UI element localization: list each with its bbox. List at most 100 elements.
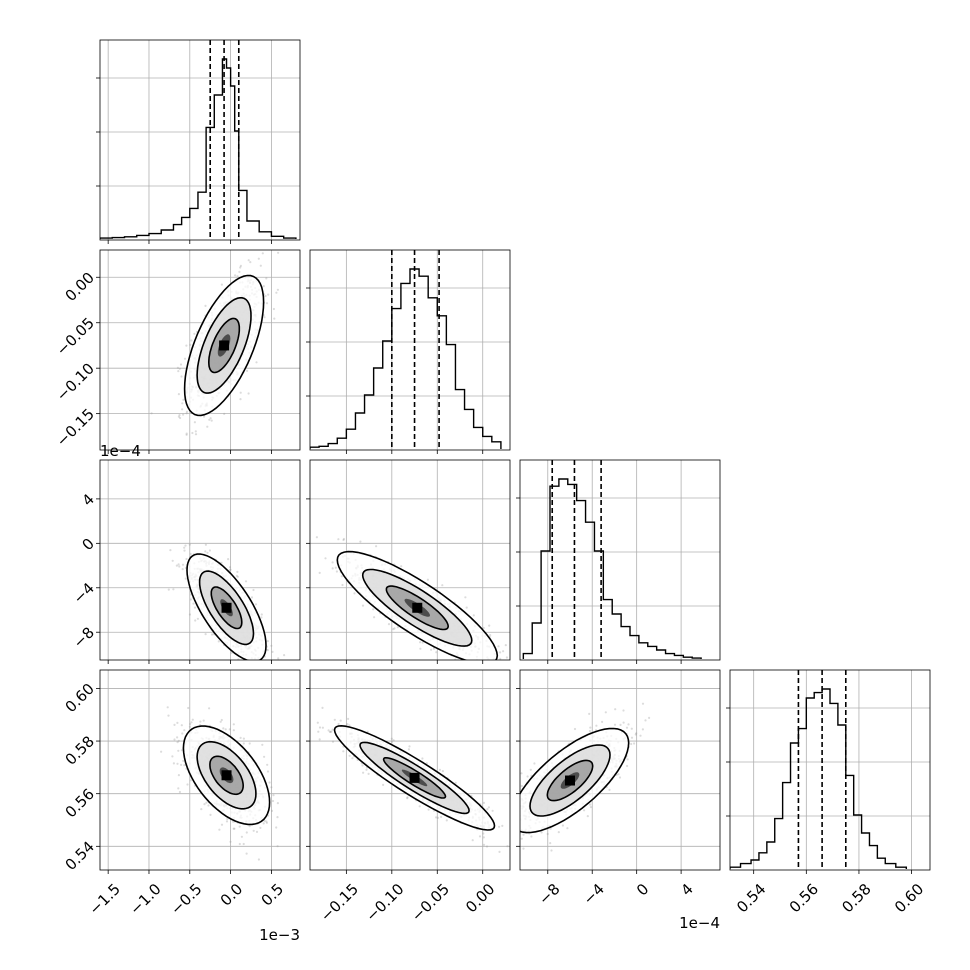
scatter-point: [589, 726, 592, 729]
scatter-point: [242, 742, 245, 745]
scatter-point: [194, 430, 197, 433]
panel-hist-1: [306, 249, 511, 454]
x-tick-label: −1.0: [126, 880, 164, 918]
scatter-point: [406, 796, 409, 799]
y-tick-label: 0.60: [62, 680, 98, 716]
pair-content: [315, 536, 508, 663]
scatter-point: [276, 288, 279, 291]
scatter-point: [618, 776, 622, 779]
scatter-point: [627, 723, 630, 726]
y-tick-label: 0: [79, 535, 98, 554]
scatter-point: [505, 656, 508, 659]
hist-content: [522, 460, 702, 660]
scatter-point: [172, 762, 175, 765]
scatter-point: [489, 661, 491, 663]
scatter-point: [273, 317, 276, 320]
scatter-point: [236, 575, 239, 578]
scatter-point: [210, 633, 214, 636]
scatter-point: [498, 825, 501, 828]
scatter-point: [176, 741, 179, 744]
scatter-point: [400, 565, 403, 568]
scatter-point: [392, 628, 395, 631]
scatter-point: [302, 708, 304, 710]
scatter-point: [435, 816, 438, 819]
scatter-point: [176, 736, 179, 739]
scatter-point: [330, 730, 333, 733]
hist-content: [730, 670, 908, 870]
scatter-point: [184, 544, 187, 547]
scatter-point: [177, 563, 180, 566]
scatter-point: [346, 723, 349, 726]
scatter-point: [393, 627, 396, 630]
scatter-point: [214, 451, 216, 453]
scatter-point: [353, 592, 356, 595]
scatter-point: [510, 799, 512, 801]
scatter-point: [181, 732, 184, 735]
scatter-point: [373, 616, 376, 619]
scatter-point: [242, 662, 244, 664]
scatter-point: [188, 613, 191, 616]
x-tick-label: −1.5: [85, 880, 123, 918]
scatter-point: [390, 740, 394, 743]
scatter-point: [203, 415, 206, 418]
scatter-point: [365, 768, 368, 771]
panel-pair-0-3: −1.5 −1.0 −0.5 0.0 0.50.540.560.580.60: [62, 669, 301, 919]
scatter-point: [178, 414, 181, 417]
scatter-point: [205, 801, 208, 804]
scatter-point: [189, 779, 193, 782]
panel-hist-3: 0.54 0.56 0.58 0.60: [726, 669, 931, 916]
scatter-point: [185, 432, 188, 435]
hist-content: [310, 250, 502, 450]
scatter-point: [540, 831, 543, 834]
scatter-point: [270, 786, 273, 789]
scatter-point: [347, 717, 350, 721]
scatter-point: [171, 559, 174, 562]
scatter-point: [396, 626, 399, 629]
scatter-point: [441, 770, 444, 773]
scatter-point: [190, 721, 193, 724]
scatter-point: [179, 416, 182, 420]
scatter-point: [359, 540, 362, 543]
scatter-point: [180, 375, 183, 378]
scatter-point: [188, 725, 191, 728]
scatter-point: [177, 774, 180, 777]
scatter-point: [482, 843, 486, 846]
scatter-point: [261, 252, 264, 255]
scatter-point: [489, 634, 492, 637]
scatter-point: [208, 418, 211, 421]
scatter-point: [331, 561, 334, 564]
scatter-point: [255, 830, 259, 834]
scatter-point: [166, 706, 169, 709]
scatter-point: [337, 538, 340, 541]
scatter-point: [315, 536, 318, 539]
scatter-point: [228, 728, 231, 731]
scatter-point: [526, 775, 529, 778]
scatter-point: [177, 370, 180, 373]
scatter-point: [206, 551, 209, 554]
scatter-point: [331, 740, 335, 743]
scatter-point: [180, 763, 183, 767]
panel-border: [519, 459, 721, 661]
panel-border: [309, 249, 511, 451]
scatter-point: [232, 827, 235, 830]
scatter-point: [515, 806, 517, 808]
scatter-point: [487, 806, 490, 809]
scatter-point: [306, 719, 308, 721]
scatter-point: [419, 647, 422, 650]
scatter-point: [361, 764, 364, 767]
y-tick-label: 0.00: [62, 269, 98, 305]
panel-border: [309, 459, 511, 661]
scatter-point: [186, 783, 189, 786]
scatter-point: [266, 763, 269, 766]
histogram-step: [100, 58, 297, 239]
scatter-point: [183, 357, 187, 360]
scatter-point: [247, 259, 250, 262]
scatter-point: [264, 294, 267, 298]
scatter-point: [226, 817, 229, 821]
scatter-point: [462, 660, 464, 662]
scatter-point: [331, 728, 334, 731]
scatter-point: [160, 750, 163, 753]
y-tick-label: −8: [70, 624, 98, 652]
scatter-point: [267, 293, 270, 296]
x-tick-label: −0.15: [317, 880, 362, 925]
